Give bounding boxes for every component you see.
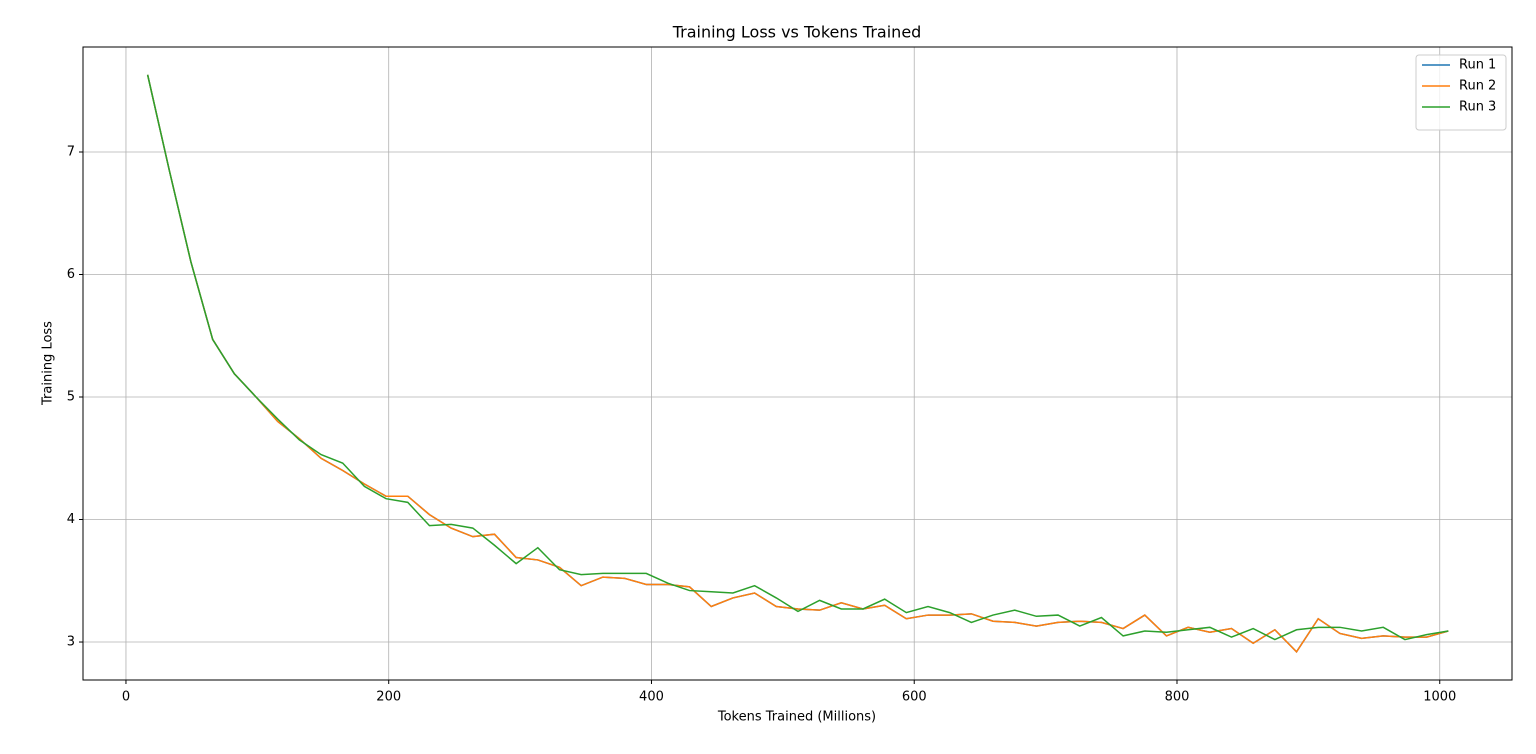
plot-frame: [82, 46, 1513, 681]
line-series: [146, 74, 1449, 641]
line-series: [146, 74, 1449, 654]
x-tick-label: 400: [639, 690, 664, 705]
x-tick-label: 800: [1165, 690, 1190, 705]
y-tick-label: 7: [67, 144, 75, 159]
x-tick-label: 600: [902, 690, 927, 705]
line-series: [146, 74, 1449, 654]
chart-title: Training Loss vs Tokens Trained: [672, 23, 922, 42]
x-tick-label: 200: [376, 690, 401, 705]
x-axis-label: Tokens Trained (Millions): [717, 710, 876, 725]
legend-label: Run 1: [1459, 58, 1496, 73]
y-axis-label: Training Loss: [41, 321, 56, 406]
y-tick-label: 3: [67, 635, 75, 650]
legend-box: [1415, 54, 1507, 131]
y-tick-label: 6: [67, 267, 75, 282]
x-tick-label: 0: [122, 690, 130, 705]
x-tick-label: 1000: [1423, 690, 1456, 705]
legend-label: Run 3: [1459, 100, 1496, 115]
legend-label: Run 2: [1459, 79, 1496, 94]
y-tick-label: 4: [67, 512, 75, 527]
y-tick-label: 5: [67, 390, 75, 405]
